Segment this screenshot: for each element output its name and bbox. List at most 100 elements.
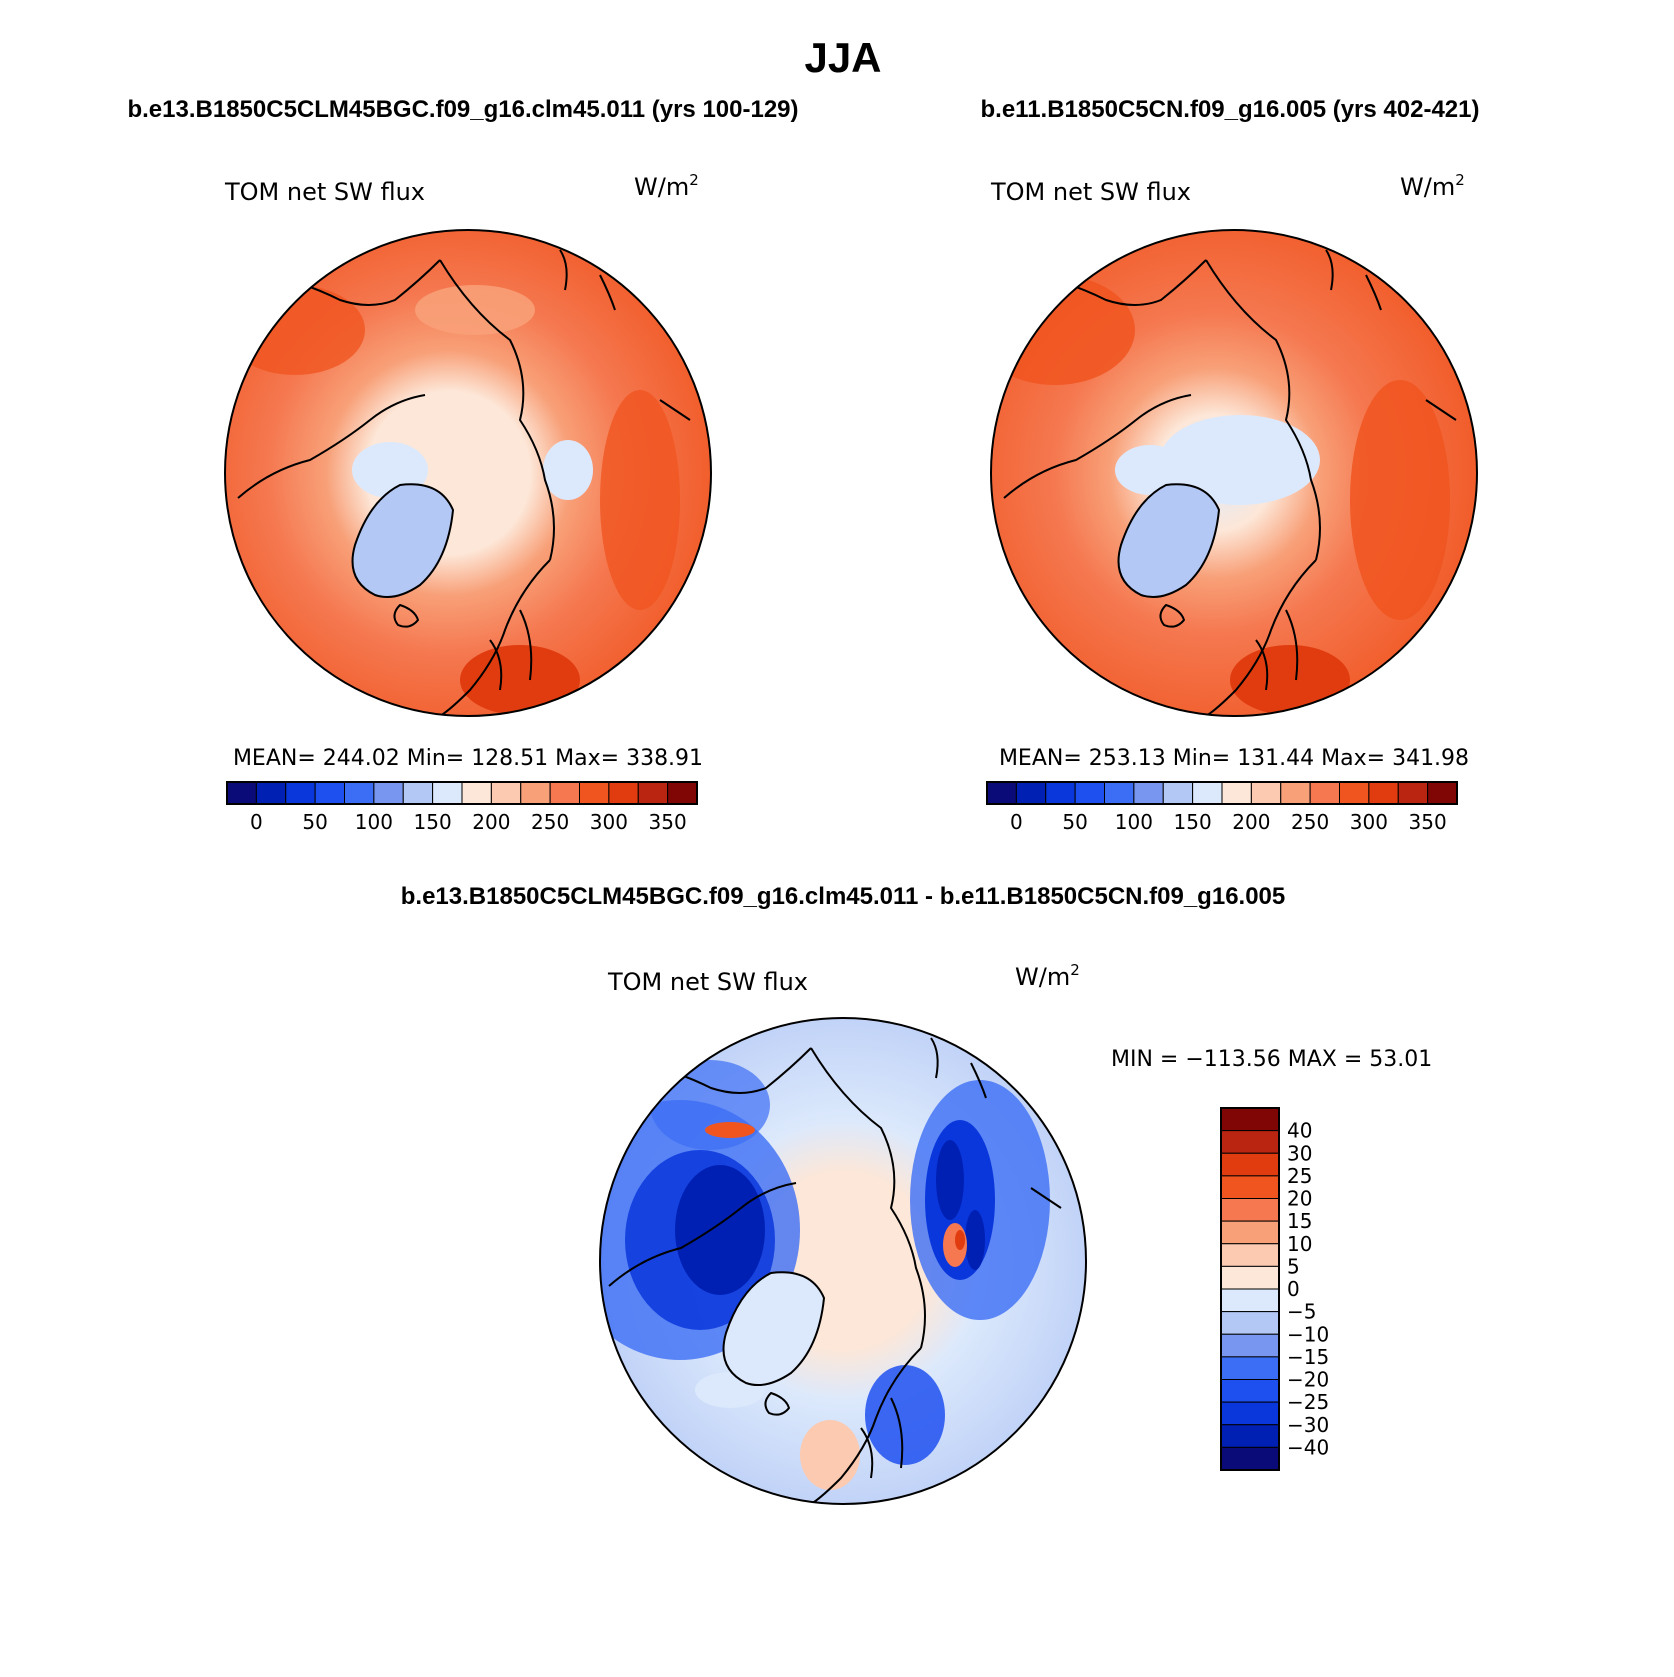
colorbar-swatch [1220,1446,1280,1471]
main-title: JJA [804,34,881,81]
colorbar-swatch [285,781,316,805]
colorbar-tick-label: −10 [1287,1322,1329,1346]
colorbar-tick-label: 5 [1287,1254,1300,1278]
colorbar-swatch [1397,781,1429,805]
colorbar-swatch [490,781,522,805]
colorbar-tick-label: 25 [1287,1164,1312,1188]
colorbar-swatch [1250,781,1282,805]
colorbar-tick-label: 150 [1174,810,1212,834]
colorbar-tick-label: 300 [590,810,628,834]
colorbar-swatch [314,781,345,805]
colorbar-swatch [344,781,375,805]
colorbar-tick-label: −30 [1287,1413,1329,1437]
diff-case-title: b.e13.B1850C5CLM45BGC.f09_g16.clm45.011 … [401,883,1286,910]
colorbar-swatch [1192,781,1223,805]
colorbar-swatch [1074,781,1105,805]
right-stats: MEAN= 253.13 Min= 131.44 Max= 341.98 [999,746,1469,771]
colorbar-swatch [1162,781,1194,805]
colorbar-swatch [520,781,551,805]
colorbar-tick-label: 40 [1287,1119,1312,1143]
colorbar-tick-label: 200 [472,810,510,834]
colorbar-swatch [1368,781,1399,805]
colorbar-tick-label: 250 [531,810,569,834]
left-stats: MEAN= 244.02 Min= 128.51 Max= 338.91 [233,746,703,771]
right-map [990,229,1478,717]
colorbar-swatch [1220,1379,1280,1403]
right-variable-label: TOM net SW flux [990,178,1191,206]
right-units-label: W/m2 [1400,171,1465,201]
colorbar-swatch [1104,781,1135,805]
colorbar-tick-label: 0 [250,810,263,834]
colorbar-tick-label: −20 [1287,1368,1329,1392]
colorbar-swatch [1309,781,1340,805]
colorbar-swatch [1220,1107,1280,1132]
colorbar-tick-label: 10 [1287,1232,1312,1256]
colorbar-swatch [226,781,257,805]
colorbar-tick-label: 50 [1062,810,1087,834]
colorbar-tick-label: −5 [1287,1300,1316,1324]
colorbar-swatch [1220,1130,1280,1154]
left-panel: b.e13.B1850C5CLM45BGC.f09_g16.clm45.011 … [127,96,798,834]
colorbar-swatch [373,781,404,805]
colorbar-swatch [1220,1311,1280,1335]
colorbar-tick-label: 100 [355,810,393,834]
colorbar-swatch [986,781,1017,805]
colorbar-swatch [667,781,698,805]
colorbar-swatch [1220,1288,1280,1313]
colorbar-swatch [1220,1198,1280,1222]
left-units-label: W/m2 [634,171,699,201]
colorbar-tick-label: 300 [1350,810,1388,834]
colorbar-tick-label: 350 [649,810,687,834]
diff-panel: b.e13.B1850C5CLM45BGC.f09_g16.clm45.011 … [401,883,1432,1505]
diff-stats: MIN = −113.56 MAX = 53.01 [1111,1047,1432,1072]
colorbar-tick-label: 30 [1287,1141,1312,1165]
colorbar-tick-label: 0 [1287,1277,1300,1301]
left-map [224,229,712,717]
colorbar-tick-label: −40 [1287,1435,1329,1459]
colorbar-swatch [1133,781,1164,805]
colorbar-swatch [1220,1152,1280,1177]
colorbar-tick-label: 150 [414,810,452,834]
colorbar-tick-label: 15 [1287,1209,1312,1233]
diff-units-label: W/m2 [1015,961,1080,991]
left-colorbar: 0 50 100 150 200 250 300 350 [226,781,698,834]
diff-map [599,1017,1087,1505]
left-coastlines [237,249,691,716]
colorbar-tick-label: 100 [1115,810,1153,834]
colorbar-tick-label: 20 [1287,1187,1312,1211]
colorbar-swatch [461,781,492,805]
colorbar-swatch [1221,781,1252,805]
left-variable-label: TOM net SW flux [224,178,425,206]
diff-coastlines [608,1037,1062,1504]
colorbar-swatch [1220,1265,1280,1290]
right-panel: b.e11.B1850C5CN.f09_g16.005 (yrs 402-421… [981,96,1480,834]
colorbar-swatch [637,781,669,805]
colorbar-swatch [1280,781,1311,805]
colorbar-tick-label: −25 [1287,1390,1329,1414]
colorbar-swatch [1220,1356,1280,1380]
right-case-title: b.e11.B1850C5CN.f09_g16.005 (yrs 402-421… [981,96,1480,123]
colorbar-swatch [1427,781,1458,805]
right-colorbar: 0 50 100 150 200 250 300 350 [986,781,1458,834]
colorbar-swatch [549,781,580,805]
colorbar-swatch [1220,1175,1280,1199]
colorbar-swatch [432,781,463,805]
left-case-title: b.e13.B1850C5CLM45BGC.f09_g16.clm45.011 … [127,96,798,123]
colorbar-swatch [1015,781,1047,805]
colorbar-swatch [1220,1424,1280,1448]
colorbar-swatch [1220,1243,1280,1267]
colorbar-tick-label: 50 [302,810,327,834]
colorbar-tick-label: 0 [1010,810,1023,834]
colorbar-tick-label: 250 [1291,810,1329,834]
colorbar-swatch [255,781,287,805]
colorbar-tick-label: −15 [1287,1345,1329,1369]
colorbar-swatch [1339,781,1370,805]
diff-variable-label: TOM net SW flux [607,968,808,996]
colorbar-swatch [1045,781,1076,805]
colorbar-swatch [1220,1333,1280,1358]
right-coastlines [1003,249,1457,716]
colorbar-swatch [402,781,434,805]
colorbar-swatch [579,781,610,805]
